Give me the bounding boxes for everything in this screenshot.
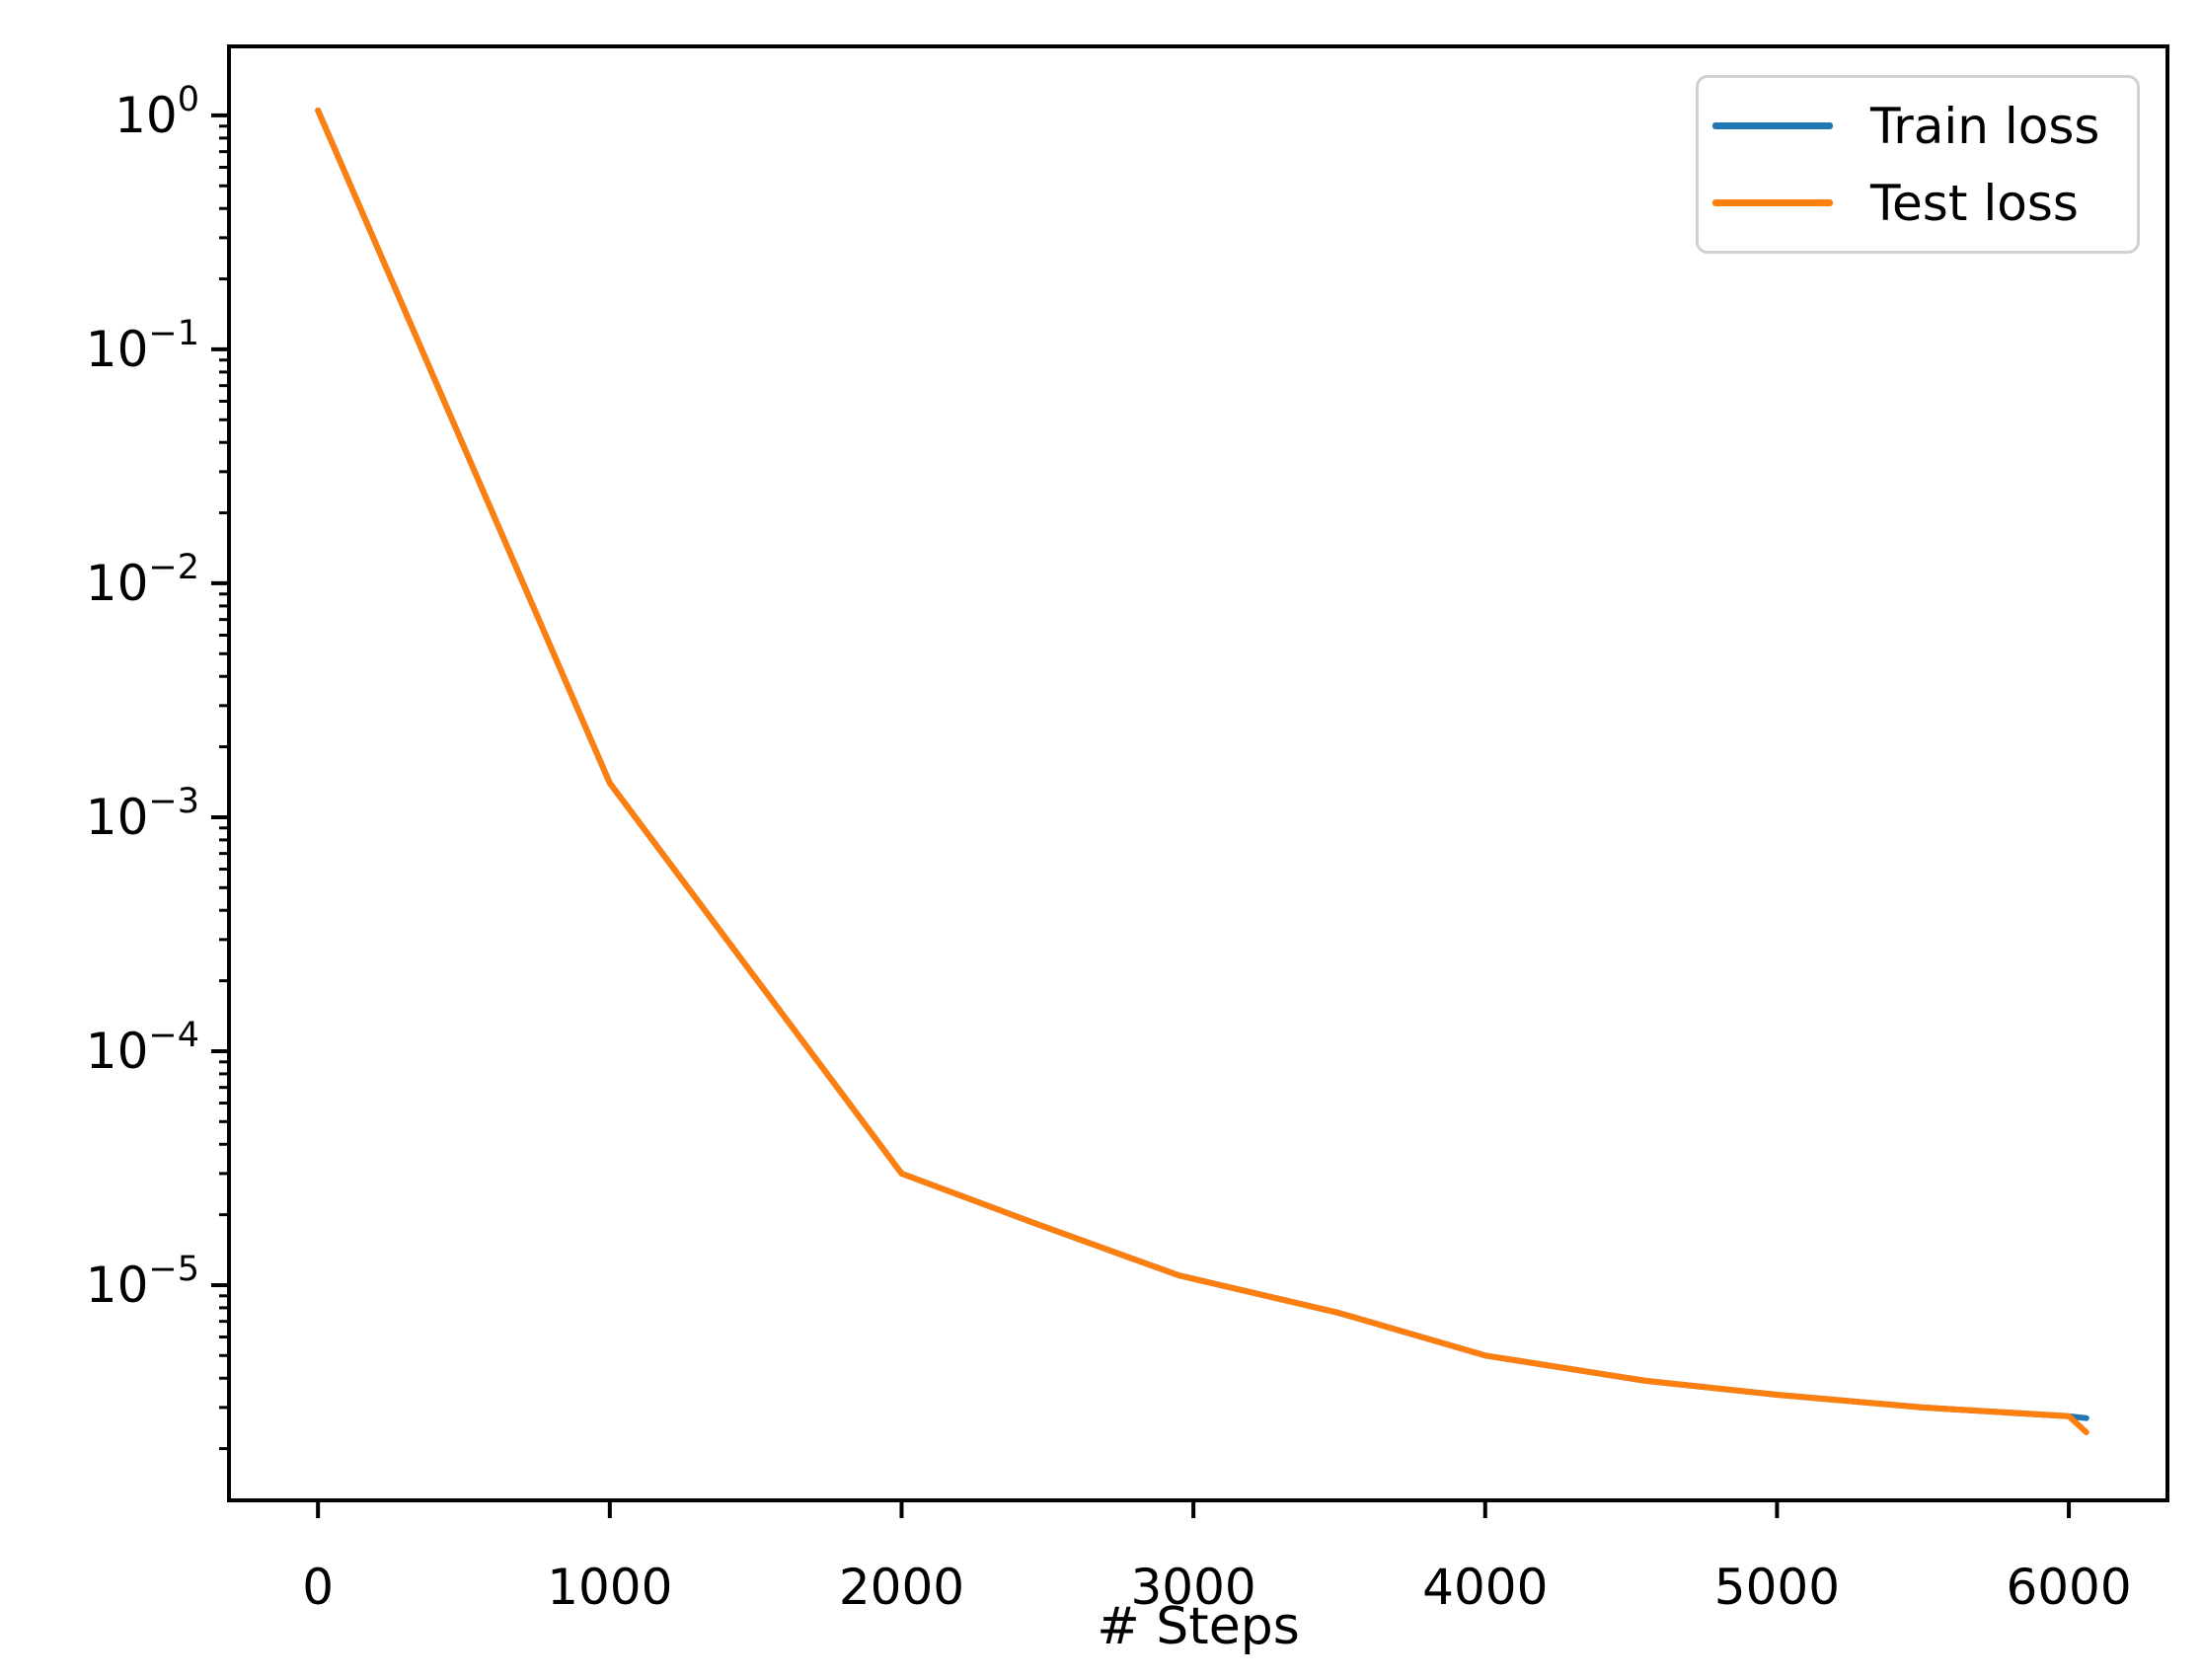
legend-label-train-loss: Train loss [1870,97,2100,155]
test-loss-line-swatch [1712,199,1833,206]
legend-label-test-loss: Test loss [1870,174,2079,232]
y-tick-label: 10−3 [86,782,199,846]
x-tick-label: 2000 [839,1559,964,1616]
x-axis-label: # Steps [1097,1597,1300,1656]
x-tick-label: 1000 [547,1559,672,1616]
y-axis-ticks: 100 10−1 10−2 10−3 10−4 10−5 [86,80,229,1314]
plot-spines [227,44,2169,1502]
x-tick-label: 6000 [2006,1559,2131,1616]
legend: Train loss Test loss [1696,75,2140,254]
train-loss-line [315,107,2089,1421]
legend-entry-test-loss: Test loss [1712,165,2137,242]
legend-entry-train-loss: Train loss [1712,88,2137,165]
x-tick-label: 3000 [1130,1559,1255,1616]
y-tick-label: 10−1 [86,314,199,378]
y-tick-label: 100 [114,80,199,144]
train-loss-line-swatch [1712,122,1833,129]
x-axis-ticks: 0 1000 2000 3000 4000 5000 6000 [302,1500,2132,1616]
x-tick-label: 5000 [1714,1559,1840,1616]
test-loss-line [315,107,2089,1435]
x-tick-label: 0 [302,1559,334,1616]
y-tick-label: 10−2 [86,548,199,612]
x-tick-label: 4000 [1422,1559,1548,1616]
y-tick-label: 10−4 [86,1016,199,1080]
y-tick-label: 10−5 [86,1250,199,1314]
